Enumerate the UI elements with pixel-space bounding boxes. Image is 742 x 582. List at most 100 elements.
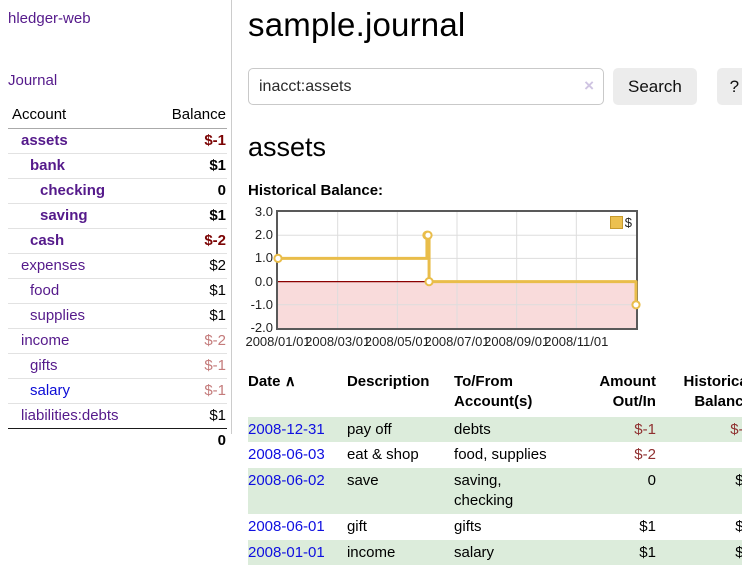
account-balance: $1 bbox=[150, 278, 227, 304]
account-row: gifts $-1 bbox=[8, 353, 227, 379]
y-tick-label: 3.0 bbox=[254, 204, 273, 219]
x-tick-label: 2008/05/01 bbox=[364, 334, 430, 349]
account-column-header: Account bbox=[8, 103, 151, 129]
account-total-balance: 0 bbox=[150, 428, 227, 453]
clear-search-icon[interactable]: × bbox=[584, 76, 594, 95]
account-total-row: 0 bbox=[8, 428, 227, 453]
account-row: expenses $2 bbox=[8, 253, 227, 279]
chart-plot: $ bbox=[273, 210, 641, 330]
main-content: sample.journal × Search ? assets Histori… bbox=[232, 0, 742, 566]
transaction-description: gift bbox=[346, 517, 367, 535]
sort-ascending-icon: ∧ bbox=[284, 373, 296, 390]
account-balance: $1 bbox=[150, 203, 227, 229]
x-tick-label: 2008/07/01 bbox=[424, 334, 490, 349]
account-link-cash[interactable]: cash bbox=[30, 232, 65, 249]
account-row: cash $-2 bbox=[8, 228, 227, 254]
account-row: checking 0 bbox=[8, 178, 227, 204]
transaction-description: pay off bbox=[346, 420, 392, 438]
transaction-accounts: saving, checking bbox=[454, 472, 514, 509]
transaction-accounts: salary bbox=[454, 543, 495, 561]
legend-label: $ bbox=[624, 215, 632, 230]
account-link-food[interactable]: food bbox=[30, 282, 60, 299]
transaction-date-link[interactable]: 2008-06-03 bbox=[248, 446, 325, 464]
y-tick-label: -2.0 bbox=[250, 320, 273, 335]
account-link-gifts[interactable]: gifts bbox=[30, 357, 58, 374]
transaction-amount: 0 bbox=[647, 472, 656, 490]
account-link-expenses[interactable]: expenses bbox=[21, 257, 86, 274]
page-title: sample.journal bbox=[248, 6, 466, 43]
transaction-date-link[interactable]: 2008-06-02 bbox=[248, 472, 325, 490]
chart-y-axis: 3.0 2.0 1.0 0.0 -1.0 -2.0 bbox=[248, 205, 276, 335]
account-balance: 0 bbox=[150, 178, 227, 204]
description-column-header: Description bbox=[346, 373, 430, 390]
chart-legend: $ bbox=[609, 215, 632, 230]
account-balance: $1 bbox=[150, 403, 227, 429]
sidebar-divider bbox=[231, 0, 232, 434]
help-button[interactable]: ? bbox=[716, 68, 742, 105]
account-link-liabilities-debts[interactable]: liabilities:debts bbox=[21, 407, 119, 424]
account-row: assets $-1 bbox=[8, 129, 227, 154]
y-tick-label: 2.0 bbox=[254, 227, 273, 243]
amount-column-header: Amount Out/In bbox=[599, 373, 656, 410]
transaction-accounts: food, supplies bbox=[454, 446, 547, 464]
account-balance: $1 bbox=[150, 153, 227, 179]
account-row: saving $1 bbox=[8, 203, 227, 229]
y-tick-label: -1.0 bbox=[250, 296, 273, 312]
account-balance: $-1 bbox=[150, 353, 227, 379]
transaction-date-link[interactable]: 2008-12-31 bbox=[248, 420, 325, 438]
sidebar-item-journal[interactable]: Journal bbox=[8, 72, 58, 89]
app-title-link[interactable]: hledger-web bbox=[8, 10, 91, 27]
account-balance: $2 bbox=[150, 253, 227, 279]
transaction-date-link[interactable]: 2008-01-01 bbox=[248, 543, 325, 561]
transaction-balance: 0 bbox=[656, 442, 742, 468]
transaction-balance: $1 bbox=[735, 543, 742, 561]
transactions-header-row: Date ∧ Description To/From Account(s) Amo… bbox=[248, 370, 742, 417]
transaction-description: income bbox=[346, 543, 396, 561]
transaction-row: 2008-06-01 gift gifts $1 $2 bbox=[248, 514, 742, 540]
transaction-balance: $2 bbox=[735, 472, 742, 490]
account-link-saving[interactable]: saving bbox=[40, 207, 88, 224]
x-tick-label: 2008/01/01 bbox=[245, 334, 311, 349]
historical-balance-chart: 3.0 2.0 1.0 0.0 -1.0 -2.0 $ bbox=[248, 205, 742, 335]
x-tick-label: 2008/11/01 bbox=[544, 334, 609, 349]
x-tick-label: 2008/03/01 bbox=[305, 334, 371, 349]
y-tick-label: 1.0 bbox=[254, 250, 273, 266]
account-tree-table: Account Balance assets $-1 bank $1 check… bbox=[8, 103, 227, 453]
y-tick-label: 0.0 bbox=[254, 273, 273, 289]
account-balance: $-2 bbox=[150, 228, 227, 254]
transaction-date-link[interactable]: 2008-06-01 bbox=[248, 517, 325, 535]
account-link-supplies[interactable]: supplies bbox=[30, 307, 86, 324]
account-link-checking[interactable]: checking bbox=[40, 182, 106, 199]
account-link-income[interactable]: income bbox=[21, 332, 70, 349]
account-link-bank[interactable]: bank bbox=[30, 157, 66, 174]
account-balance: $-2 bbox=[150, 328, 227, 354]
x-tick-label: 2008/09/01 bbox=[484, 334, 550, 349]
account-link-assets[interactable]: assets bbox=[21, 132, 68, 149]
transaction-description: eat & shop bbox=[346, 446, 419, 464]
account-balance: $1 bbox=[150, 303, 227, 329]
chart-x-axis: 2008/01/01 2008/03/01 2008/05/01 2008/07/01… bbox=[245, 332, 696, 350]
transaction-balance: $-1 bbox=[730, 420, 742, 438]
transaction-balance: $2 bbox=[735, 517, 742, 535]
transaction-row: 2008-06-02 save saving, checking 0 $2 bbox=[248, 468, 742, 514]
transaction-amount: $-2 bbox=[634, 446, 656, 464]
account-balance: $-1 bbox=[204, 132, 226, 149]
account-row: liabilities:debts $1 bbox=[8, 403, 227, 429]
account-row: supplies $1 bbox=[8, 303, 227, 329]
transaction-row: 2008-12-31 pay off debts $-1 $-1 bbox=[248, 416, 742, 443]
app-window: hledger-web Journal Account Balance asse… bbox=[8, 0, 742, 566]
search-button[interactable]: Search bbox=[613, 68, 697, 105]
balance-column-header: Balance bbox=[150, 103, 227, 129]
account-link-salary[interactable]: salary bbox=[30, 382, 71, 399]
transaction-amount: $-1 bbox=[634, 420, 656, 438]
account-row: food $1 bbox=[8, 278, 227, 304]
search-form: × Search ? bbox=[248, 68, 742, 105]
transaction-accounts: debts bbox=[454, 420, 491, 438]
transactions-table: Date ∧ Description To/From Account(s) Amo… bbox=[248, 370, 742, 566]
account-row: bank $1 bbox=[8, 153, 227, 179]
date-column-header[interactable]: Date ∧ bbox=[248, 373, 296, 390]
account-balance: $-1 bbox=[150, 378, 227, 404]
account-row: salary $-1 bbox=[8, 378, 227, 404]
search-input[interactable] bbox=[248, 68, 604, 105]
